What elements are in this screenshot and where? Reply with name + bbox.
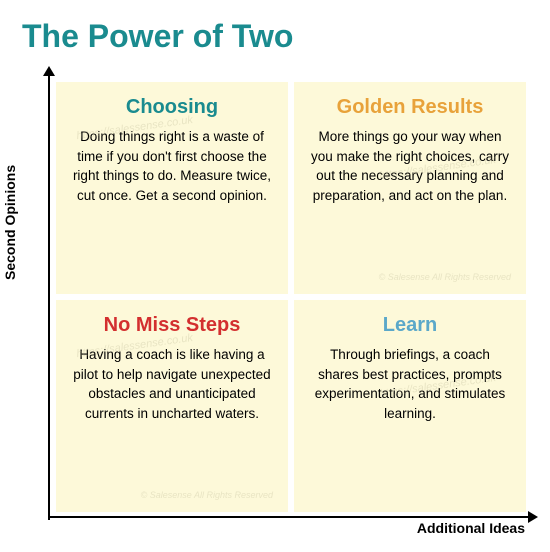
y-axis-line	[48, 72, 50, 520]
quad-title-learn: Learn	[383, 314, 437, 337]
x-axis-label: Additional Ideas	[417, 520, 525, 536]
quad-title-nomiss: No Miss Steps	[104, 314, 241, 337]
quadrant-bottom-right: Learn Through briefings, a coach shares …	[294, 300, 526, 512]
quad-title-golden: Golden Results	[337, 96, 484, 119]
quadrant-top-left: Choosing Doing things right is a waste o…	[56, 82, 288, 294]
quadrant-grid: Choosing Doing things right is a waste o…	[56, 82, 526, 512]
quad-body-nomiss: Having a coach is like having a pilot to…	[70, 345, 274, 423]
y-axis-arrow-icon	[43, 66, 55, 76]
quadrant-bottom-left: No Miss Steps Having a coach is like hav…	[56, 300, 288, 512]
quad-body-choosing: Doing things right is a waste of time if…	[70, 127, 274, 205]
watermark-copyright: © Salesense All Rights Reserved	[141, 490, 273, 500]
x-axis-arrow-icon	[528, 511, 538, 523]
main-title: The Power of Two	[22, 18, 293, 55]
x-axis-line	[48, 516, 532, 518]
quadrant-top-right: Golden Results More things go your way w…	[294, 82, 526, 294]
watermark-copyright: © Salesense All Rights Reserved	[379, 272, 511, 282]
quad-body-learn: Through briefings, a coach shares best p…	[308, 345, 512, 423]
y-axis-label: Second Opinions	[2, 165, 18, 280]
quad-title-choosing: Choosing	[126, 96, 218, 119]
quad-body-golden: More things go your way when you make th…	[308, 127, 512, 205]
